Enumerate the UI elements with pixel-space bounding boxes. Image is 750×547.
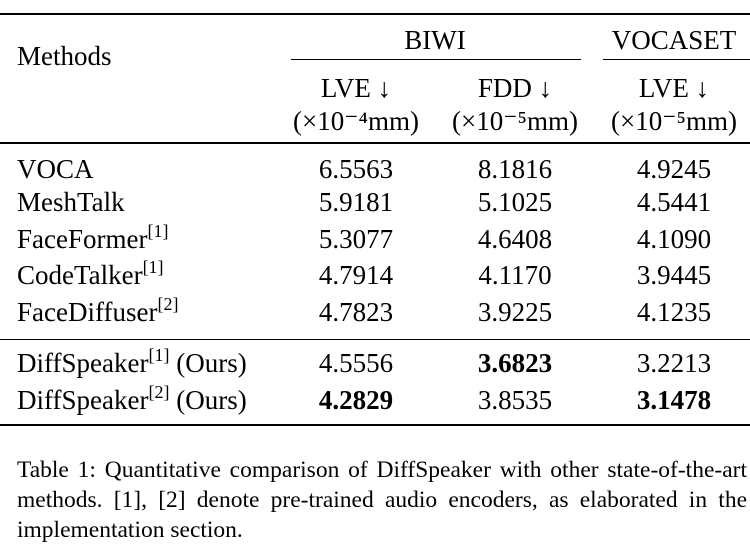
table-row-method: FaceDiffuser[2] [17, 294, 179, 327]
header-rule [0, 142, 750, 144]
col2-unit: (×10⁻⁵mm) [452, 106, 578, 136]
col3-unit: (×10⁻⁵mm) [611, 106, 737, 136]
table-cell-best: 4.2829 [318, 385, 394, 415]
table-cell: 4.5441 [636, 187, 712, 217]
group-header-biwi: BIWI [404, 25, 466, 55]
table-cell: 4.1170 [478, 260, 552, 290]
ours-separator-rule [0, 339, 750, 341]
table-cell: 4.1090 [636, 224, 712, 254]
group-header-vocaset: VOCASET [611, 25, 737, 55]
table-cell: 6.5563 [318, 154, 394, 184]
table-cell: 5.3077 [318, 224, 394, 254]
table-cell: 3.2213 [636, 348, 712, 378]
col1-unit: (×10⁻⁴mm) [293, 106, 419, 136]
table-cell: 4.7914 [318, 260, 394, 290]
table-cell: 5.9181 [318, 187, 394, 217]
table-row-method: DiffSpeaker[1] (Ours) [17, 345, 247, 378]
methods-header: Methods [17, 41, 112, 71]
table-top-rule [0, 13, 750, 15]
table-row-method: DiffSpeaker[2] (Ours) [17, 382, 247, 415]
table-cell: 4.9245 [636, 154, 712, 184]
col2-metric: FDD ↓ [477, 73, 553, 103]
col3-metric: LVE ↓ [638, 73, 710, 103]
table-cell: 3.8535 [477, 385, 553, 415]
table-cell: 4.5556 [318, 348, 394, 378]
biwi-group-rule [291, 59, 581, 60]
table-cell: 4.7823 [318, 297, 394, 327]
table-cell: 3.9445 [636, 260, 712, 290]
col1-metric: LVE ↓ [320, 73, 392, 103]
table-cell: 4.1235 [636, 297, 712, 327]
table-row-method: MeshTalk [17, 187, 125, 217]
table-cell-best: 3.6823 [477, 348, 553, 378]
table-cell: 8.1816 [477, 154, 553, 184]
table-cell: 3.9225 [477, 297, 553, 327]
table-row-method: CodeTalker[1] [17, 257, 164, 290]
table-cell: 4.6408 [477, 224, 553, 254]
table-cell: 5.1025 [477, 187, 553, 217]
vocaset-group-rule [603, 59, 750, 60]
table-bottom-rule [0, 424, 750, 426]
table-caption: Table 1: Quantitative comparison of Diff… [17, 457, 747, 543]
table-row-method: FaceFormer[1] [17, 221, 169, 254]
table-cell-best: 3.1478 [636, 385, 712, 415]
table-row-method: VOCA [17, 154, 94, 184]
